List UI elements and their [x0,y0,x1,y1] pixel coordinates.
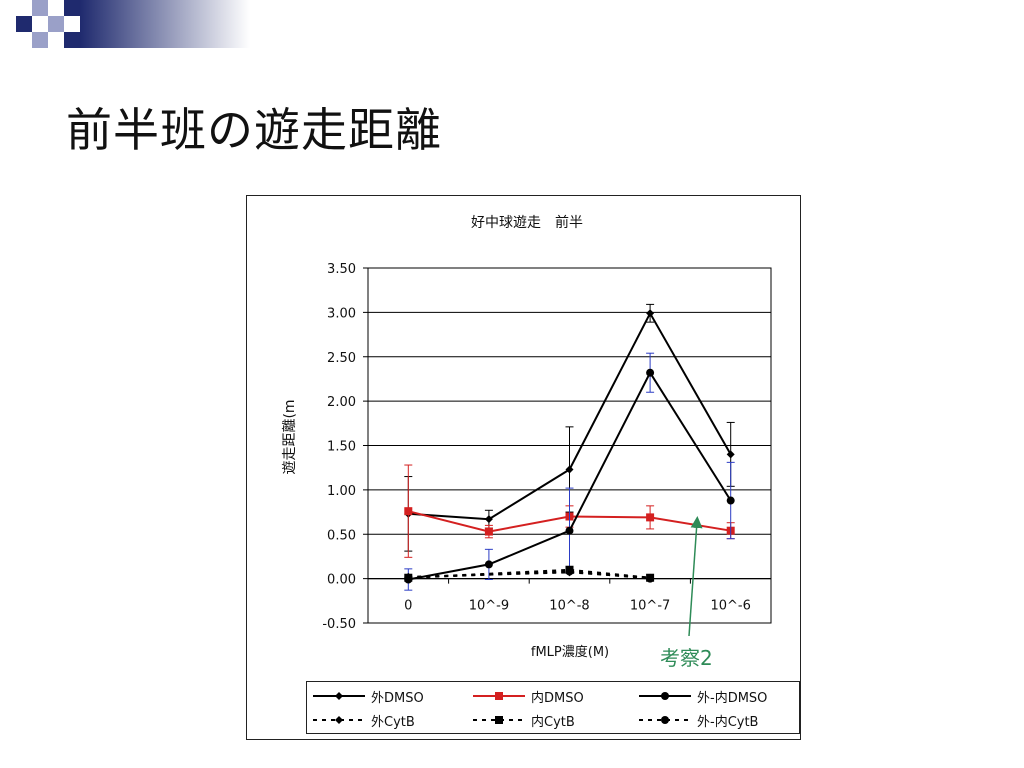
data-point [646,309,655,318]
y-axis-label: 遊走距離(m [281,399,298,474]
legend-item: 外CytB [311,710,415,730]
y-tick-label: 0.00 [327,573,356,588]
annotation-label: 考察2 [660,646,713,670]
y-tick-label: 3.00 [327,306,356,321]
legend-item: 外DMSO [311,686,424,706]
legend-label: 外CytB [371,714,415,730]
deco-square-light [32,32,48,48]
legend-label: 内DMSO [531,690,584,706]
x-tick-label: 10^-7 [630,599,670,614]
y-tick-label: 2.50 [327,351,356,366]
data-point [484,515,493,524]
legend-item: 外-内DMSO [637,686,767,706]
plot-layer: 3.50 3.00 2.50 2.00 1.50 1.00 0.50 0.00 -0.50 0 10… [322,262,772,632]
corner-decoration [0,0,250,60]
data-point [646,368,655,377]
legend-swatch [639,692,691,700]
legend-item: 内CytB [471,710,575,730]
legend-swatch [313,716,365,724]
deco-square-light [48,16,64,32]
data-point [404,507,413,516]
deco-square-navy [16,16,32,32]
y-tick-label: 2.00 [327,395,356,410]
data-point [565,526,574,535]
chart-svg: 好中球遊走 前半 fMLP濃度(M) 遊走距離(m 3.50 3.00 2.50 2.… [281,214,772,660]
chart-frame: 好中球遊走 前半 fMLP濃度(M) 遊走距離(m 3.50 3.00 2.50 2.… [246,195,801,740]
x-tick-label: 10^-8 [549,599,589,614]
y-tick-label: 1.50 [327,440,356,455]
data-point [404,573,413,582]
legend-item: 外-内CytB [637,710,758,730]
data-point [726,450,735,459]
deco-square-navy [64,32,80,48]
chart-title: 好中球遊走 前半 [471,214,583,231]
legend-swatch [313,692,365,700]
y-tick-label: 1.00 [327,484,356,499]
data-point [484,527,493,536]
data-point [726,496,735,505]
data-point [565,567,574,576]
legend-label: 外DMSO [371,690,424,706]
legend-label: 外-内DMSO [697,690,768,706]
legend-item: 内DMSO [471,686,584,706]
y-tick-label: -0.50 [322,617,356,632]
slide-title: 前半班の遊走距離 [66,103,442,157]
x-tick-label: 0 [404,599,412,614]
x-axis-label: fMLP濃度(M) [531,644,609,660]
data-point [646,574,655,583]
data-point [646,513,655,522]
legend-label: 内CytB [531,714,575,730]
header-gradient-bar [80,0,250,48]
legend-label: 外-内CytB [697,714,759,730]
deco-square-light [32,0,48,16]
data-point [565,465,574,474]
y-tick-label: 3.50 [327,262,356,277]
plot-area-border [367,267,772,624]
deco-square-navy [64,0,80,16]
legend-swatch [473,716,525,724]
legend: 外DMSO 内DMSO 外-内DMSO 外CytB 内CytB 外-内CytB [306,681,800,734]
data-point [484,560,493,569]
legend-swatch [639,716,691,724]
y-tick-label: 0.50 [327,528,356,543]
x-tick-label: 10^-6 [710,599,750,614]
x-tick-label: 10^-9 [469,599,509,614]
legend-swatch [473,692,525,700]
